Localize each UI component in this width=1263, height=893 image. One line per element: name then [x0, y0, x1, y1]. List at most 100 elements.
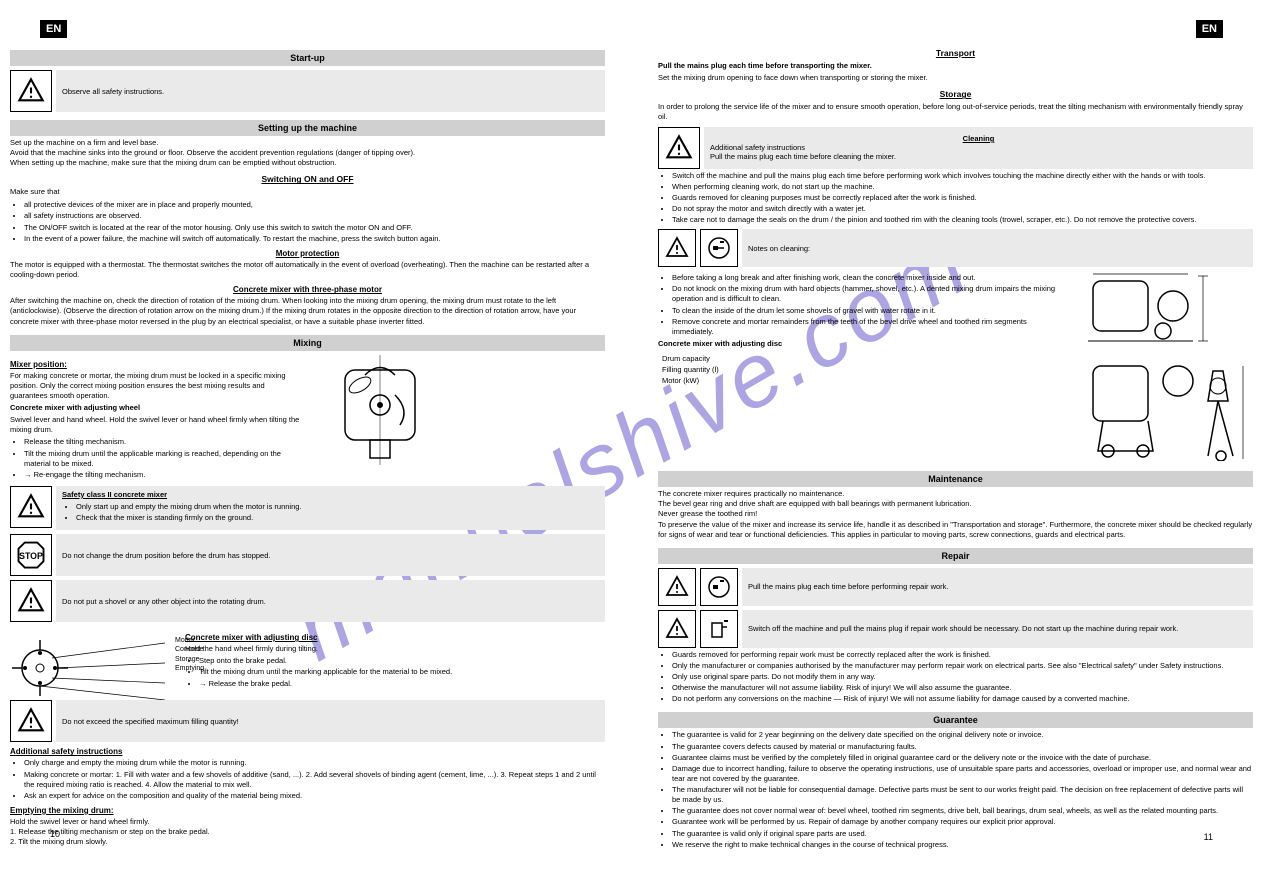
list-item: Damage due to incorrect handling, failur…	[672, 764, 1253, 784]
list-item: Tilt the mixing drum until the applicabl…	[24, 449, 300, 469]
wheel-text: Swivel lever and hand wheel. Hold the sw…	[10, 415, 300, 435]
transport-bold: Pull the mains plug each time before tra…	[658, 61, 872, 70]
list-item: In the event of a power failure, the mac…	[24, 234, 605, 244]
list-item: To clean the inside of the drum let some…	[672, 306, 1068, 316]
cleaning-text: Pull the mains plug each time before cle…	[710, 152, 1247, 161]
list-item: The guarantee is valid for 2 year beginn…	[672, 730, 1253, 740]
table-cell: Motor (kW)	[658, 375, 723, 386]
warning-stop: STOP Do not change the drum position bef…	[10, 534, 605, 576]
cleannotes-list: Before taking a long break and after fin…	[672, 273, 1068, 337]
warning-text: Observe all safety instructions.	[62, 87, 599, 96]
heading-threephase: Concrete mixer with three-phase motor	[10, 285, 605, 294]
list-item: Otherwise the manufacturer will not assu…	[672, 683, 1253, 693]
list-item: Release the tilting mechanism.	[24, 437, 300, 447]
warning-text: Do not put a shovel or any other object …	[62, 597, 599, 606]
heading-switch: Switching ON and OFF	[10, 174, 605, 184]
warning-icon	[658, 127, 700, 169]
list-item: Ask an expert for advice on the composit…	[24, 791, 605, 801]
transport-text: Set the mixing drum opening to face down…	[658, 73, 1253, 83]
mixerpos-text: For making concrete or mortar, the mixin…	[10, 371, 300, 401]
storage-text: In order to prolong the service life of …	[658, 102, 1253, 122]
warning-classii: Safety class II concrete mixer Only star…	[10, 486, 605, 530]
section-setup: Setting up the machine	[10, 120, 605, 136]
setup-text: Set up the machine on a firm and level b…	[10, 138, 605, 168]
tech-title: Concrete mixer with adjusting disc	[658, 339, 782, 348]
warning-noshovel: Do not put a shovel or any other object …	[10, 580, 605, 622]
switch-list: all protective devices of the mixer are …	[24, 200, 605, 221]
warning-fill: Do not exceed the specified maximum fill…	[10, 700, 605, 742]
page-number: 11	[1204, 832, 1213, 842]
cleaning-list: Switch off the machine and pull the main…	[672, 171, 1253, 226]
heading-mixerpos: Mixer position:	[10, 360, 300, 369]
page-left: EN Start-up Observe all safety instructi…	[0, 20, 615, 849]
mixer-figure	[315, 355, 605, 482]
list-item: Guards removed for performing repair wor…	[672, 650, 1253, 660]
dimensions-figure	[1083, 271, 1253, 463]
motor-text: The motor is equipped with a thermostat.…	[10, 260, 605, 280]
maintenance-text: The concrete mixer requires practically …	[658, 489, 1253, 540]
warning-startup: Observe all safety instructions.	[10, 70, 605, 112]
pos-label: Mortar	[175, 637, 195, 644]
section-mixing: Mixing	[10, 335, 605, 351]
list-item: Only use original spare parts. Do not mo…	[672, 672, 1253, 682]
warning-text: Do not change the drum position before t…	[62, 551, 599, 560]
warning-cleaning: Cleaning Additional safety instructions …	[658, 127, 1253, 169]
warning-icon	[10, 70, 52, 112]
lang-badge: EN	[1196, 20, 1223, 38]
list-item: Do not perform any conversions on the ma…	[672, 694, 1253, 704]
list-item: The guarantee does not cover normal wear…	[672, 806, 1253, 816]
heading-motor: Motor protection	[10, 249, 605, 258]
section-repair: Repair	[658, 548, 1253, 564]
warning-icon	[10, 486, 52, 528]
list-item: Only the manufacturer or companies autho…	[672, 661, 1253, 671]
heading-empty: Emptying the mixing drum:	[10, 806, 605, 815]
warning-icon	[658, 229, 696, 267]
list-item: Making concrete or mortar: 1. Fill with …	[24, 770, 605, 790]
tech-table: Drum capacity Filling quantity (l) Motor…	[658, 353, 747, 386]
notes-cleaning-title: Notes on cleaning:	[748, 244, 1247, 253]
cleaning-title: Cleaning	[963, 134, 995, 143]
plug-icon	[700, 568, 738, 606]
addsafety-list: Only charge and empty the mixing drum wh…	[24, 758, 605, 801]
warning-icon	[10, 700, 52, 742]
repair-list: Guards removed for performing repair wor…	[672, 650, 1253, 705]
empty-text: Hold the swivel lever or hand wheel firm…	[10, 817, 605, 847]
warning-text: Pull the mains plug each time before per…	[748, 582, 1247, 591]
list-item: Do not knock on the mixing drum with har…	[672, 284, 1068, 304]
list-item: The guarantee covers defects caused by m…	[672, 742, 1253, 752]
switch-intro: Make sure that	[10, 187, 605, 197]
list-item: The guarantee is valid only if original …	[672, 829, 1253, 839]
heading-transport: Transport	[658, 48, 1253, 58]
list-item: Only charge and empty the mixing drum wh…	[24, 758, 605, 768]
stop-icon: STOP	[10, 534, 52, 576]
table-cell: Drum capacity	[658, 353, 723, 364]
list-item: Before taking a long break and after fin…	[672, 273, 1068, 283]
list-item: Check that the mixer is standing firmly …	[76, 513, 599, 523]
section-startup: Start-up	[10, 50, 605, 66]
warning-title: Safety class II concrete mixer	[62, 490, 599, 499]
warning-text: Do not exceed the specified maximum fill…	[62, 717, 599, 726]
switch-list-2: The ON/OFF switch is located at the rear…	[24, 223, 605, 244]
motor-icon	[700, 610, 738, 648]
list-item: → Re-engage the tilting mechanism.	[24, 470, 300, 480]
list-item: The ON/OFF switch is located at the rear…	[24, 223, 605, 233]
list-item: Take care not to damage the seals on the…	[672, 215, 1253, 225]
warning-motor-housing: Notes on cleaning:	[658, 229, 1253, 267]
cleaning-subtitle: Additional safety instructions	[710, 143, 1247, 152]
warning-text: Switch off the machine and pull the main…	[748, 624, 1247, 633]
pos-label: Storage	[175, 656, 200, 663]
list-item: When performing cleaning work, do not st…	[672, 182, 1253, 192]
svg-text:STOP: STOP	[19, 551, 43, 561]
heading-wheel: Concrete mixer with adjusting wheel	[10, 403, 140, 412]
list-item: all protective devices of the mixer are …	[24, 200, 605, 210]
heading-addsafety: Additional safety instructions	[10, 747, 605, 756]
heading-storage: Storage	[658, 89, 1253, 99]
list-item: Guards removed for cleaning purposes mus…	[672, 193, 1253, 203]
warning-repair1: Pull the mains plug each time before per…	[658, 568, 1253, 606]
list-item: Guarantee claims must be verified by the…	[672, 753, 1253, 763]
section-maintenance: Maintenance	[658, 471, 1253, 487]
page-number: 10	[50, 829, 60, 839]
lang-badge: EN	[40, 20, 67, 38]
pos-label: Concrete	[175, 646, 203, 653]
list-item: Guarantee work will be performed by us. …	[672, 817, 1253, 827]
